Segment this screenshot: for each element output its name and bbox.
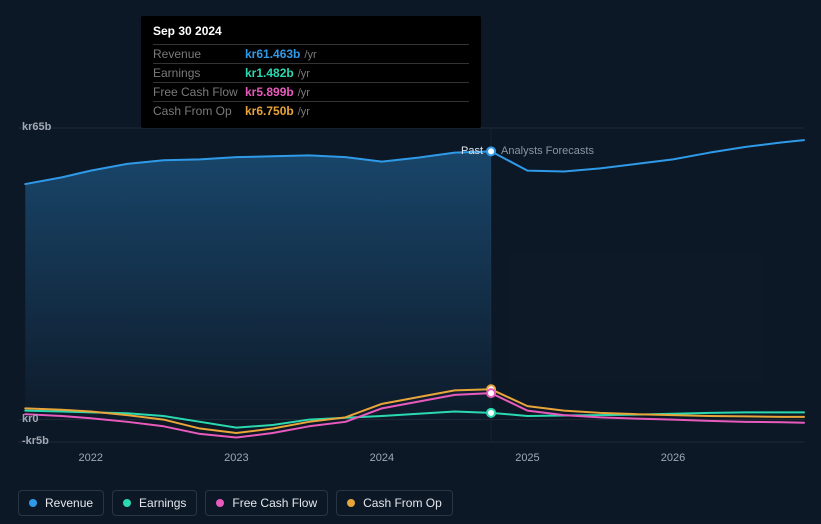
legend-item-cfo[interactable]: Cash From Op — [336, 490, 453, 516]
data-tooltip: Sep 30 2024 Revenuekr61.463b/yrEarningsk… — [141, 16, 481, 128]
tooltip-row-label: Revenue — [153, 47, 245, 61]
legend: Revenue Earnings Free Cash Flow Cash From O… — [18, 490, 453, 516]
x-axis-label: 2026 — [661, 452, 685, 464]
legend-item-earnings[interactable]: Earnings — [112, 490, 197, 516]
tooltip-row-label: Cash From Op — [153, 104, 245, 118]
tooltip-row-value: kr6.750b — [245, 104, 294, 118]
legend-label: Cash From Op — [363, 496, 442, 510]
legend-dot-icon — [216, 499, 224, 507]
legend-label: Earnings — [139, 496, 186, 510]
x-axis-label: 2024 — [370, 452, 394, 464]
tooltip-row-unit: /yr — [298, 68, 310, 80]
tooltip-row: Earningskr1.482b/yr — [153, 63, 469, 82]
tooltip-row-value: kr61.463b — [245, 47, 300, 61]
tooltip-row-unit: /yr — [298, 106, 310, 118]
x-axis-label: 2025 — [515, 452, 539, 464]
tooltip-row-unit: /yr — [304, 49, 316, 61]
legend-item-revenue[interactable]: Revenue — [18, 490, 104, 516]
y-axis-label: kr0 — [22, 413, 39, 425]
financial-chart: Sep 30 2024 Revenuekr61.463b/yrEarningsk… — [0, 0, 821, 524]
y-axis-label: -kr5b — [22, 435, 49, 447]
tooltip-row-value: kr1.482b — [245, 66, 294, 80]
tooltip-row: Revenuekr61.463b/yr — [153, 44, 469, 63]
legend-label: Revenue — [45, 496, 93, 510]
tooltip-date: Sep 30 2024 — [153, 24, 469, 44]
y-axis-label: kr65b — [22, 121, 51, 133]
past-label: Past — [461, 145, 483, 157]
tooltip-row-label: Free Cash Flow — [153, 85, 245, 99]
legend-item-fcf[interactable]: Free Cash Flow — [205, 490, 328, 516]
legend-dot-icon — [123, 499, 131, 507]
tooltip-row-value: kr5.899b — [245, 85, 294, 99]
tooltip-row-unit: /yr — [298, 87, 310, 99]
x-axis-label: 2023 — [224, 452, 248, 464]
tooltip-row-label: Earnings — [153, 66, 245, 80]
tooltip-row: Cash From Opkr6.750b/yr — [153, 101, 469, 120]
tooltip-row: Free Cash Flowkr5.899b/yr — [153, 82, 469, 101]
forecast-label: Analysts Forecasts — [501, 145, 594, 157]
x-axis-label: 2022 — [79, 452, 103, 464]
legend-label: Free Cash Flow — [232, 496, 317, 510]
legend-dot-icon — [29, 499, 37, 507]
legend-dot-icon — [347, 499, 355, 507]
